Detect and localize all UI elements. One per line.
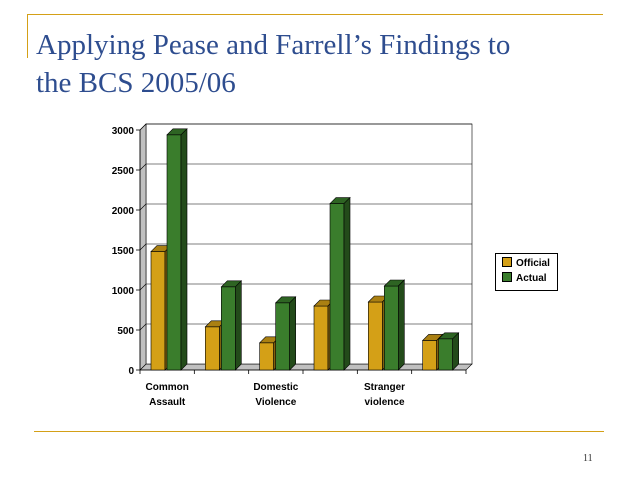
gridline-diag bbox=[139, 123, 147, 131]
bar-actual bbox=[166, 134, 182, 371]
bar-actual-side bbox=[452, 332, 459, 371]
bar-actual-side bbox=[180, 128, 188, 371]
slide-title-line-1: Applying Pease and Farrell’s Findings to bbox=[36, 29, 511, 61]
frame-left-rule bbox=[27, 14, 28, 58]
bar-official bbox=[205, 326, 220, 371]
slide-title-line-2: the BCS 2005/06 bbox=[36, 67, 236, 99]
x-category-label: Domestic bbox=[253, 382, 298, 393]
y-tick-label: 2500 bbox=[112, 166, 135, 177]
x-category-label: Stranger bbox=[364, 382, 405, 393]
bar-actual bbox=[329, 203, 345, 371]
chart-floor bbox=[139, 363, 473, 371]
bar-official bbox=[422, 340, 437, 371]
y-tick-label: 1000 bbox=[112, 286, 135, 297]
x-category-label: Assault bbox=[149, 397, 186, 408]
bar-actual bbox=[438, 338, 453, 371]
bar-official bbox=[368, 301, 383, 371]
legend-swatch-official bbox=[502, 257, 512, 268]
gridline-diag bbox=[139, 323, 147, 331]
gridline-diag bbox=[139, 163, 147, 171]
bar-actual bbox=[221, 286, 236, 371]
gridline-diag bbox=[139, 243, 147, 251]
y-tick-label: 1500 bbox=[112, 246, 135, 257]
slide-title: Applying Pease and Farrell’s Findings to… bbox=[36, 26, 606, 102]
bar-actual-side bbox=[235, 280, 242, 371]
x-category-label: violence bbox=[364, 397, 404, 408]
legend-label-actual: Actual bbox=[516, 273, 547, 284]
x-category-label: Common bbox=[145, 382, 188, 393]
bar-actual-side bbox=[289, 296, 296, 371]
bar-actual-side bbox=[398, 279, 405, 371]
bar-actual bbox=[275, 302, 290, 371]
bar-actual bbox=[384, 285, 399, 371]
chart-legend: Official Actual bbox=[495, 253, 558, 291]
legend-swatch-actual bbox=[502, 272, 512, 283]
legend-item-official: Official bbox=[502, 257, 550, 270]
footer-rule bbox=[34, 431, 604, 432]
legend-label-official: Official bbox=[516, 258, 550, 269]
y-tick-label: 0 bbox=[128, 366, 134, 377]
y-tick-label: 3000 bbox=[112, 126, 135, 137]
bar-actual-side bbox=[343, 196, 351, 371]
bar-official bbox=[259, 342, 274, 371]
x-category-label: Violence bbox=[255, 397, 296, 408]
page-number: 11 bbox=[583, 453, 593, 464]
frame-top-rule bbox=[27, 14, 603, 15]
bar-official bbox=[150, 251, 166, 371]
y-tick-label: 500 bbox=[117, 326, 134, 337]
legend-item-actual: Actual bbox=[502, 272, 547, 285]
y-tick-label: 2000 bbox=[112, 206, 135, 217]
gridline-diag bbox=[139, 283, 147, 291]
gridline-diag bbox=[139, 203, 147, 211]
bar-official bbox=[313, 305, 329, 371]
